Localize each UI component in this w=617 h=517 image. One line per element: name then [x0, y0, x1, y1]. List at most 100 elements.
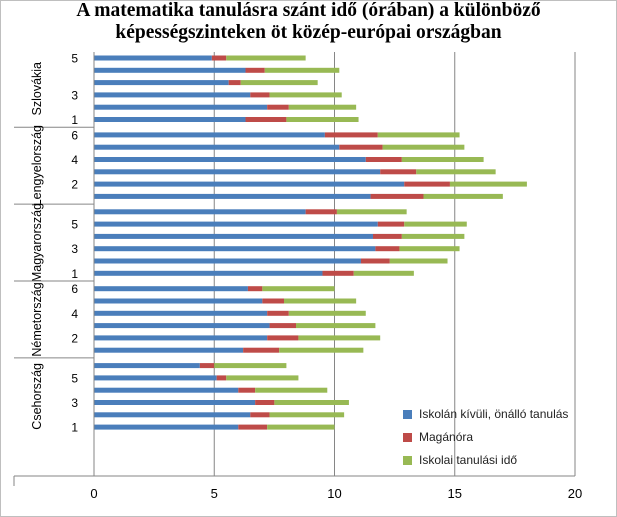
- bar-segment: [389, 258, 448, 264]
- row-tick-label: 5: [71, 371, 78, 385]
- legend-swatch: [403, 432, 412, 442]
- bar-segment: [245, 67, 265, 73]
- bar-segment: [94, 270, 323, 276]
- bar-segment: [94, 246, 376, 252]
- legend-label: Iskolai tanulási idő: [419, 453, 518, 467]
- bar-segment: [305, 209, 337, 215]
- legend-swatch: [403, 409, 412, 419]
- chart-legend: Iskolán kívüli, önálló tanulás Magánóra Is…: [403, 404, 568, 473]
- bar-segment: [211, 55, 227, 61]
- bar-segment: [401, 233, 465, 239]
- bar-segment: [216, 375, 227, 381]
- chart-title-line-1: A matematika tanulásra szánt idő (órában…: [76, 0, 541, 21]
- country-label: Magyarország: [30, 203, 44, 282]
- row-tick-label: 6: [71, 128, 78, 142]
- bar-segment: [401, 157, 484, 162]
- bar-segment: [288, 310, 366, 316]
- bar-segment: [94, 233, 373, 239]
- bar-segment: [94, 347, 244, 353]
- bar-segment: [250, 412, 270, 418]
- bar-segment: [226, 55, 306, 61]
- bar-segment: [262, 286, 335, 292]
- bar-segment: [243, 347, 280, 353]
- chart-title-line-2: képességszinteken öt közép-európai orszá…: [115, 22, 502, 43]
- legend-item: Iskolai tanulási idő: [403, 450, 568, 470]
- x-tick-label: 5: [211, 486, 218, 501]
- row-tick-label: 3: [71, 88, 78, 102]
- bar-segment: [245, 117, 287, 122]
- bar-segment: [94, 400, 256, 405]
- row-tick-label: 1: [71, 113, 78, 127]
- bar-segment: [324, 132, 378, 138]
- bar-segment: [296, 323, 376, 329]
- legend-item: Iskolán kívüli, önálló tanulás: [403, 404, 568, 424]
- bar-segment: [94, 80, 229, 86]
- bar-segment: [94, 310, 268, 316]
- bar-segment: [449, 181, 527, 187]
- bar-segment: [286, 117, 359, 122]
- row-tick-label: 4: [71, 153, 78, 167]
- bar-segment: [94, 286, 248, 292]
- row-tick-label: 5: [71, 218, 78, 232]
- country-label: Csehország: [30, 363, 44, 430]
- bar-segment: [94, 412, 251, 418]
- bar-segment: [94, 209, 306, 215]
- bar-segment: [199, 363, 215, 369]
- bar-segment: [226, 375, 299, 381]
- bar-segment: [94, 323, 270, 329]
- bar-segment: [94, 181, 405, 187]
- bar-segment: [404, 181, 450, 187]
- x-tick-label: 10: [327, 486, 341, 501]
- bar-segment: [94, 298, 263, 304]
- bar-segment: [267, 310, 289, 316]
- bar-segment: [377, 221, 405, 227]
- bar-segment: [269, 92, 342, 98]
- bar-segment: [94, 144, 340, 150]
- bar-segment: [404, 221, 467, 227]
- bar-segment: [214, 363, 287, 369]
- row-tick-label: 5: [71, 52, 78, 66]
- country-label: Szlovákia: [30, 62, 44, 116]
- row-tick-label: 1: [71, 267, 78, 281]
- legend-item: Magánóra: [403, 427, 568, 447]
- bar-segment: [255, 387, 328, 393]
- bar-segment: [267, 335, 299, 341]
- bar-segment: [322, 270, 354, 276]
- bar-segment: [370, 193, 424, 199]
- bar-segment: [94, 258, 361, 264]
- bar-segment: [255, 400, 275, 405]
- bar-segment: [247, 286, 263, 292]
- country-label: Németország: [30, 282, 44, 356]
- bar-segment: [94, 335, 268, 341]
- bar-segment: [267, 424, 335, 430]
- legend-swatch: [403, 455, 412, 465]
- bar-segment: [94, 387, 239, 393]
- row-tick-label: 3: [71, 396, 78, 410]
- legend-label: Magánóra: [419, 430, 474, 444]
- bar-segment: [250, 92, 270, 98]
- x-tick-label: 0: [90, 486, 97, 501]
- bar-segment: [94, 424, 239, 430]
- bar-segment: [94, 55, 212, 61]
- bar-segment: [288, 104, 357, 110]
- bar-segment: [382, 144, 465, 150]
- legend-label: Iskolán kívüli, önálló tanulás: [419, 407, 569, 421]
- bar-segment: [353, 270, 414, 276]
- bar-segment: [240, 80, 318, 86]
- bar-segment: [279, 347, 364, 353]
- bar-segment: [94, 117, 246, 122]
- bar-segment: [274, 400, 349, 405]
- bar-segment: [336, 209, 407, 215]
- bar-segment: [423, 193, 503, 199]
- bar-segment: [94, 375, 217, 381]
- bar-segment: [94, 92, 251, 98]
- bar-segment: [360, 258, 390, 264]
- bar-segment: [228, 80, 241, 86]
- bar-segment: [269, 323, 297, 329]
- bar-segment: [283, 298, 357, 304]
- row-tick-label: 3: [71, 242, 78, 256]
- bar-segment: [238, 387, 256, 393]
- bar-segment: [298, 335, 381, 341]
- bar-segment: [94, 104, 268, 110]
